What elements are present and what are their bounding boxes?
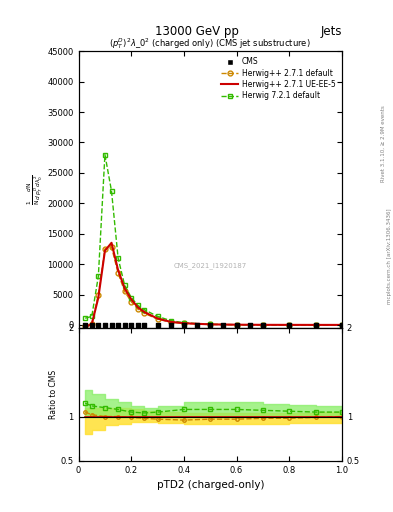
Text: Rivet 3.1.10, ≥ 2.9M events: Rivet 3.1.10, ≥ 2.9M events [381, 105, 386, 182]
Herwig++ 2.7.1 default [122, 288, 127, 294]
Herwig++ 2.7.1 UE-EE-5 [287, 322, 292, 328]
Herwig++ 2.7.1 default [109, 244, 114, 250]
Herwig++ 2.7.1 UE-EE-5 [83, 324, 88, 330]
Herwig 7.2.1 default [208, 321, 213, 327]
Herwig 7.2.1 default [155, 313, 160, 319]
Herwig++ 2.7.1 default [340, 322, 344, 328]
Herwig++ 2.7.1 UE-EE-5 [208, 322, 213, 328]
Title: $(p_T^D)^2\lambda\_0^2$ (charged only) (CMS jet substructure): $(p_T^D)^2\lambda\_0^2$ (charged only) (… [109, 36, 311, 51]
CMS [286, 321, 292, 329]
Legend: CMS, Herwig++ 2.7.1 default, Herwig++ 2.7.1 UE-EE-5, Herwig 7.2.1 default: CMS, Herwig++ 2.7.1 default, Herwig++ 2.… [219, 55, 338, 102]
Text: mcplots.cern.ch [arXiv:1306.3436]: mcplots.cern.ch [arXiv:1306.3436] [387, 208, 391, 304]
Herwig++ 2.7.1 default [136, 306, 140, 312]
Herwig 7.2.1 default [168, 317, 173, 324]
Herwig++ 2.7.1 UE-EE-5 [340, 322, 344, 328]
Herwig++ 2.7.1 UE-EE-5 [261, 322, 265, 328]
CMS [115, 321, 121, 329]
CMS [260, 321, 266, 329]
Herwig 7.2.1 default [313, 322, 318, 328]
Herwig++ 2.7.1 default [182, 321, 186, 327]
CMS [194, 321, 200, 329]
CMS [167, 321, 174, 329]
Herwig 7.2.1 default [122, 282, 127, 288]
Herwig++ 2.7.1 UE-EE-5 [109, 240, 114, 246]
CMS [108, 321, 115, 329]
CMS [207, 321, 213, 329]
Herwig++ 2.7.1 default [83, 323, 88, 329]
Herwig 7.2.1 default [129, 294, 134, 301]
Herwig 7.2.1 default [287, 322, 292, 328]
Herwig 7.2.1 default [96, 273, 101, 280]
Y-axis label: $\frac{1}{\mathrm{N}}\frac{d\mathrm{N}}{d\,p_{T}^D\,d\lambda_0^2}$: $\frac{1}{\mathrm{N}}\frac{d\mathrm{N}}{… [26, 174, 44, 205]
Herwig++ 2.7.1 default [90, 321, 94, 327]
X-axis label: pTD2 (charged-only): pTD2 (charged-only) [156, 480, 264, 490]
Herwig++ 2.7.1 UE-EE-5 [142, 309, 147, 315]
Herwig++ 2.7.1 default [142, 310, 147, 316]
Herwig++ 2.7.1 default [208, 322, 213, 328]
Herwig++ 2.7.1 UE-EE-5 [116, 267, 120, 273]
Line: Herwig++ 2.7.1 default: Herwig++ 2.7.1 default [83, 245, 344, 329]
Herwig 7.2.1 default [83, 315, 88, 322]
CMS [121, 321, 128, 329]
Herwig++ 2.7.1 default [116, 270, 120, 276]
CMS [89, 321, 95, 329]
CMS [128, 321, 134, 329]
Line: Herwig 7.2.1 default: Herwig 7.2.1 default [83, 152, 344, 327]
Herwig 7.2.1 default [103, 152, 107, 158]
Herwig++ 2.7.1 default [313, 322, 318, 328]
CMS [141, 321, 148, 329]
Herwig++ 2.7.1 default [129, 298, 134, 305]
Herwig++ 2.7.1 UE-EE-5 [90, 321, 94, 327]
Herwig 7.2.1 default [109, 188, 114, 194]
Herwig++ 2.7.1 UE-EE-5 [155, 315, 160, 322]
Herwig++ 2.7.1 UE-EE-5 [122, 285, 127, 291]
Herwig++ 2.7.1 default [287, 322, 292, 328]
CMS [95, 321, 101, 329]
Herwig 7.2.1 default [340, 322, 344, 328]
Text: 13000 GeV pp: 13000 GeV pp [154, 26, 239, 38]
Herwig++ 2.7.1 UE-EE-5 [313, 322, 318, 328]
CMS [233, 321, 240, 329]
Y-axis label: Ratio to CMS: Ratio to CMS [49, 370, 58, 419]
Herwig++ 2.7.1 UE-EE-5 [136, 304, 140, 310]
Line: Herwig++ 2.7.1 UE-EE-5: Herwig++ 2.7.1 UE-EE-5 [85, 243, 342, 327]
Herwig++ 2.7.1 default [155, 316, 160, 322]
CMS [135, 321, 141, 329]
Herwig++ 2.7.1 default [96, 291, 101, 297]
Herwig++ 2.7.1 UE-EE-5 [103, 248, 107, 254]
CMS [247, 321, 253, 329]
Herwig 7.2.1 default [136, 303, 140, 309]
Herwig++ 2.7.1 default [103, 246, 107, 252]
Herwig++ 2.7.1 UE-EE-5 [182, 320, 186, 326]
CMS [339, 321, 345, 329]
CMS [312, 321, 319, 329]
Herwig 7.2.1 default [142, 307, 147, 313]
Text: CMS_2021_I1920187: CMS_2021_I1920187 [174, 262, 247, 269]
Herwig++ 2.7.1 default [168, 319, 173, 325]
Herwig++ 2.7.1 UE-EE-5 [168, 319, 173, 325]
Herwig 7.2.1 default [234, 322, 239, 328]
CMS [82, 321, 88, 329]
Herwig++ 2.7.1 UE-EE-5 [234, 322, 239, 328]
Text: Jets: Jets [320, 26, 342, 38]
Herwig++ 2.7.1 UE-EE-5 [96, 294, 101, 301]
CMS [154, 321, 161, 329]
CMS [181, 321, 187, 329]
Herwig 7.2.1 default [90, 313, 94, 319]
CMS [220, 321, 226, 329]
Herwig 7.2.1 default [261, 322, 265, 328]
Herwig++ 2.7.1 UE-EE-5 [129, 296, 134, 303]
CMS [102, 321, 108, 329]
Herwig++ 2.7.1 default [234, 322, 239, 328]
Herwig 7.2.1 default [116, 255, 120, 261]
Herwig 7.2.1 default [182, 319, 186, 326]
Herwig++ 2.7.1 default [261, 322, 265, 328]
